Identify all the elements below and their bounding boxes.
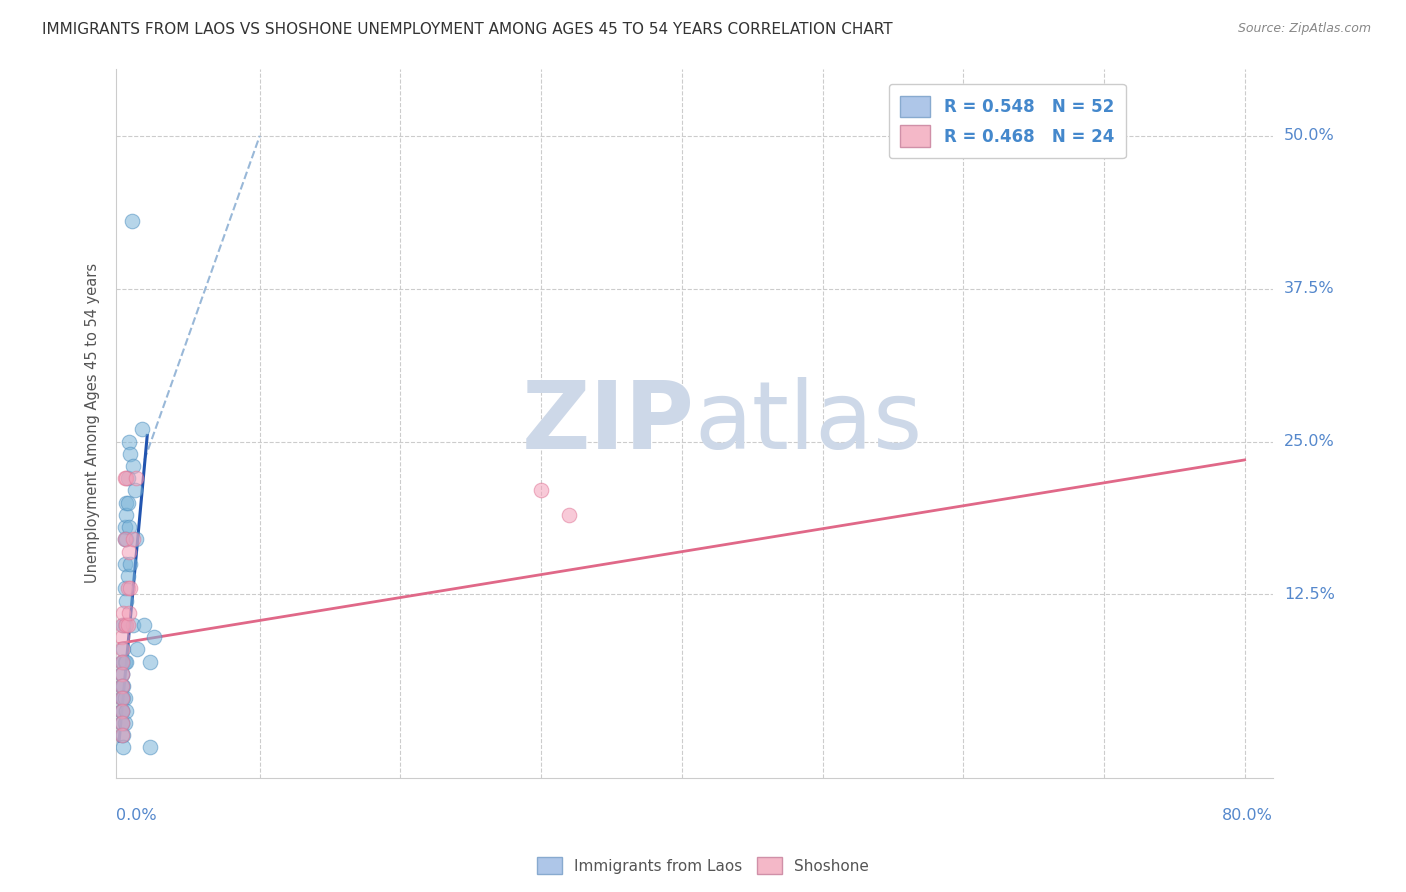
Point <box>111 655 134 669</box>
Point <box>111 679 134 693</box>
Text: IMMIGRANTS FROM LAOS VS SHOSHONE UNEMPLOYMENT AMONG AGES 45 TO 54 YEARS CORRELAT: IMMIGRANTS FROM LAOS VS SHOSHONE UNEMPLO… <box>42 22 893 37</box>
Point <box>117 569 139 583</box>
Point <box>114 618 136 632</box>
Point <box>114 582 136 596</box>
Point <box>111 691 134 706</box>
Point <box>115 655 138 669</box>
Point <box>117 618 139 632</box>
Point <box>117 471 139 485</box>
Point <box>122 533 145 547</box>
Point <box>127 642 149 657</box>
Text: atlas: atlas <box>695 377 922 469</box>
Legend: Immigrants from Laos, Shoshone: Immigrants from Laos, Shoshone <box>531 851 875 880</box>
Point <box>139 655 162 669</box>
Text: 37.5%: 37.5% <box>1284 281 1334 296</box>
Point <box>143 630 166 644</box>
Point <box>111 715 134 730</box>
Point <box>118 520 141 534</box>
Point <box>112 606 135 620</box>
Point <box>118 434 141 449</box>
Point <box>115 496 138 510</box>
Text: 12.5%: 12.5% <box>1284 587 1334 602</box>
Point <box>111 679 134 693</box>
Point <box>111 728 134 742</box>
Point <box>125 533 148 547</box>
Text: 25.0%: 25.0% <box>1284 434 1334 449</box>
Point <box>111 715 134 730</box>
Point <box>114 715 136 730</box>
Point <box>111 728 134 742</box>
Y-axis label: Unemployment Among Ages 45 to 54 years: Unemployment Among Ages 45 to 54 years <box>86 263 100 583</box>
Point <box>111 630 134 644</box>
Text: 80.0%: 80.0% <box>1222 808 1272 823</box>
Point <box>122 618 145 632</box>
Point <box>112 679 135 693</box>
Point <box>114 520 136 534</box>
Point <box>111 715 134 730</box>
Point <box>111 642 134 657</box>
Point <box>118 606 141 620</box>
Point <box>120 582 142 596</box>
Point <box>115 704 138 718</box>
Point <box>114 471 136 485</box>
Point <box>111 667 134 681</box>
Legend: R = 0.548   N = 52, R = 0.468   N = 24: R = 0.548 N = 52, R = 0.468 N = 24 <box>889 84 1126 159</box>
Point <box>111 704 134 718</box>
Point <box>112 728 135 742</box>
Point <box>117 496 139 510</box>
Point <box>111 667 134 681</box>
Point <box>114 533 136 547</box>
Point <box>114 557 136 571</box>
Point <box>111 667 134 681</box>
Point <box>530 483 553 498</box>
Point <box>115 508 138 522</box>
Point <box>122 458 145 473</box>
Point <box>112 642 135 657</box>
Point <box>139 740 162 755</box>
Point <box>111 655 134 669</box>
Point <box>117 582 139 596</box>
Point <box>111 618 134 632</box>
Point <box>115 618 138 632</box>
Point <box>134 618 156 632</box>
Point <box>115 471 138 485</box>
Point <box>112 655 135 669</box>
Point <box>120 447 142 461</box>
Point <box>115 533 138 547</box>
Point <box>111 691 134 706</box>
Text: 50.0%: 50.0% <box>1284 128 1334 144</box>
Point <box>111 704 134 718</box>
Text: Source: ZipAtlas.com: Source: ZipAtlas.com <box>1237 22 1371 36</box>
Point <box>112 618 135 632</box>
Point <box>118 544 141 558</box>
Text: ZIP: ZIP <box>522 377 695 469</box>
Point <box>111 691 134 706</box>
Point <box>111 679 134 693</box>
Point <box>114 691 136 706</box>
Point <box>120 557 142 571</box>
Point <box>114 533 136 547</box>
Point <box>115 593 138 607</box>
Point <box>125 471 148 485</box>
Point <box>121 214 143 228</box>
Point <box>558 508 581 522</box>
Point <box>111 704 134 718</box>
Point <box>112 691 135 706</box>
Point <box>114 655 136 669</box>
Text: 0.0%: 0.0% <box>117 808 157 823</box>
Point <box>111 704 134 718</box>
Point <box>124 483 146 498</box>
Point <box>112 740 135 755</box>
Point <box>131 422 153 436</box>
